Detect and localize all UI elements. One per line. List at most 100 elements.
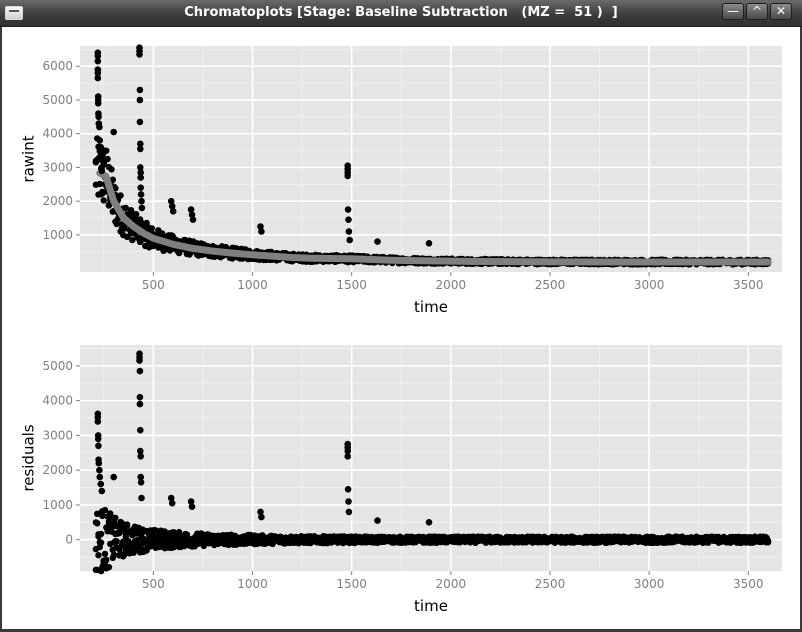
data-point xyxy=(425,519,433,526)
raw-intensity-spike-points xyxy=(94,44,433,247)
x-tick-label: 2000 xyxy=(436,577,467,591)
data-point xyxy=(344,447,352,455)
raw-intensity-y-ticks: 1000 2000 3000 4000 5000 6000 xyxy=(42,59,80,242)
noise-point xyxy=(103,556,110,564)
noise-point xyxy=(94,520,101,527)
noise-point xyxy=(148,225,155,232)
data-point xyxy=(345,508,353,516)
x-tick-label: 500 xyxy=(142,278,165,292)
data-point xyxy=(137,145,144,153)
noise-point xyxy=(100,197,107,204)
data-point xyxy=(94,57,102,65)
residuals-x-ticks: 500 1000 1500 2000 2500 3000 3500 xyxy=(142,571,764,591)
x-tick-label: 1500 xyxy=(336,278,367,292)
data-point xyxy=(188,211,196,218)
x-tick-label: 3000 xyxy=(634,278,665,292)
window-title: Chromatoplots [Stage: Baseline Subtracti… xyxy=(184,5,618,20)
raw-intensity-y-axis-title: rawint xyxy=(19,135,37,182)
data-point xyxy=(136,367,144,375)
noise-point xyxy=(97,539,105,546)
noise-point xyxy=(123,522,131,530)
x-tick-label: 3500 xyxy=(733,577,764,591)
residuals-chart: 0 1000 2000 3000 4000 5000 500 1000 1500 2000 250… xyxy=(19,345,782,615)
noise-point xyxy=(113,220,120,228)
data-point xyxy=(137,426,144,434)
y-tick-label: 5000 xyxy=(42,93,73,107)
y-tick-label: 6000 xyxy=(42,59,73,73)
data-point xyxy=(168,202,176,210)
data-point xyxy=(98,487,106,495)
data-point xyxy=(345,216,352,223)
raw-intensity-x-axis-title: time xyxy=(414,298,448,316)
noise-point xyxy=(108,166,115,173)
window-frame-right xyxy=(800,27,802,632)
data-point xyxy=(94,69,102,77)
data-point xyxy=(97,143,105,151)
data-point xyxy=(98,167,106,175)
raw-intensity-chart: 1000 2000 3000 4000 5000 6000 500 1000 1500 2000… xyxy=(19,44,782,316)
data-point xyxy=(138,197,145,205)
maximize-button[interactable]: ^ xyxy=(746,3,768,20)
data-point xyxy=(344,206,352,213)
residuals-x-axis-title: time xyxy=(414,597,448,615)
data-point xyxy=(95,113,102,121)
y-tick-label: 1000 xyxy=(42,498,73,512)
noise-point xyxy=(99,512,106,520)
data-point xyxy=(346,236,354,244)
x-tick-label: 2000 xyxy=(436,278,467,292)
noise-point xyxy=(764,538,772,546)
data-point xyxy=(137,447,144,455)
data-point xyxy=(137,169,144,176)
close-button[interactable]: ✕ xyxy=(770,3,792,20)
y-tick-label: 1000 xyxy=(42,228,73,242)
y-tick-label: 3000 xyxy=(42,160,73,174)
data-point xyxy=(167,197,175,205)
data-point xyxy=(137,479,145,486)
x-tick-label: 3000 xyxy=(634,577,665,591)
data-point xyxy=(257,508,264,516)
data-point xyxy=(137,140,144,148)
data-point xyxy=(94,100,102,107)
data-point xyxy=(189,216,197,223)
noise-point xyxy=(125,538,132,545)
window-menu-icon[interactable] xyxy=(5,6,23,20)
title-bar[interactable]: Chromatoplots [Stage: Baseline Subtracti… xyxy=(0,0,802,27)
x-tick-label: 500 xyxy=(142,577,165,591)
noise-point xyxy=(96,180,104,188)
y-tick-label: 4000 xyxy=(42,127,73,141)
noise-point xyxy=(105,564,113,571)
baseline-fit-line xyxy=(96,169,772,266)
data-point xyxy=(138,494,145,502)
y-tick-label: 3000 xyxy=(42,428,73,442)
data-point xyxy=(137,473,144,481)
window-frame-bottom xyxy=(0,629,802,632)
x-tick-label: 3500 xyxy=(733,278,764,292)
noise-point xyxy=(133,211,140,218)
data-point xyxy=(136,51,143,58)
data-point xyxy=(136,400,144,408)
minimize-button[interactable]: — xyxy=(722,3,744,20)
noise-point xyxy=(120,542,127,549)
data-point xyxy=(257,223,264,230)
raw-intensity-x-ticks: 500 1000 1500 2000 2500 3000 3500 xyxy=(142,272,764,292)
window-frame-left xyxy=(0,27,2,632)
noise-point xyxy=(109,176,117,183)
data-point xyxy=(95,442,102,450)
data-point xyxy=(137,191,145,198)
data-point xyxy=(94,435,102,443)
data-point xyxy=(110,128,117,136)
y-tick-label: 2000 xyxy=(42,463,73,477)
x-tick-label: 1000 xyxy=(237,577,268,591)
data-point xyxy=(137,164,144,171)
y-tick-label: 0 xyxy=(65,533,73,547)
x-tick-label: 2500 xyxy=(535,278,566,292)
x-tick-label: 1500 xyxy=(336,577,367,591)
data-point xyxy=(258,513,265,521)
data-point xyxy=(345,228,353,235)
data-point xyxy=(258,228,265,235)
data-point xyxy=(136,393,144,401)
noise-point xyxy=(129,236,136,244)
data-point xyxy=(188,503,196,511)
data-point xyxy=(168,499,176,507)
data-point xyxy=(187,498,195,505)
